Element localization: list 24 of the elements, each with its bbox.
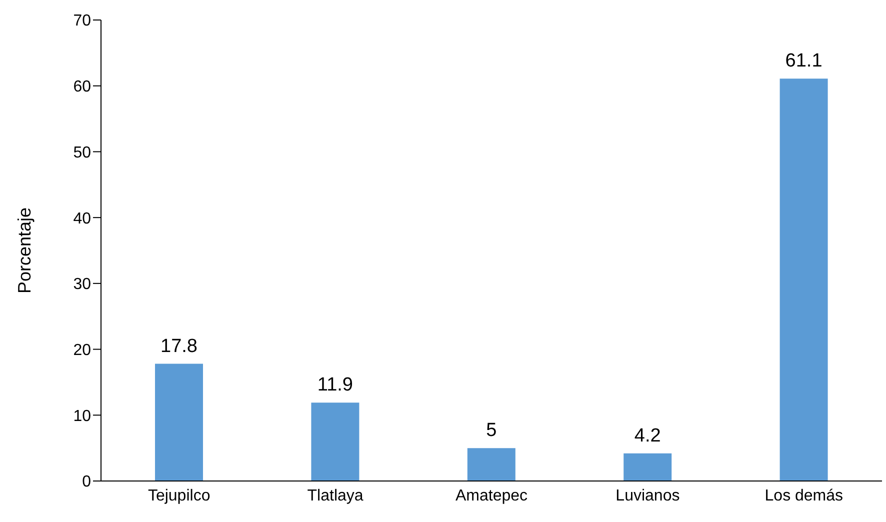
data-label: 11.9	[317, 374, 353, 396]
bar	[155, 364, 203, 481]
y-tick-label: 50	[73, 144, 92, 162]
x-tick-label: Tejupilco	[148, 487, 210, 504]
y-tick-label: 0	[82, 474, 92, 491]
y-tick-label: 40	[73, 210, 92, 228]
data-label: 17.8	[160, 336, 198, 357]
bar	[311, 402, 360, 481]
bar	[467, 448, 516, 481]
x-tick-label: Amatepec	[455, 487, 528, 504]
y-tick-label: 20	[73, 342, 92, 359]
x-tick-label: Los demás	[764, 487, 844, 504]
x-tick-label: Tlatlaya	[307, 487, 364, 504]
bar	[780, 78, 828, 481]
bar	[624, 453, 672, 481]
y-tick-label: 70	[73, 12, 92, 30]
data-label: 4.2	[634, 425, 661, 446]
y-tick-label: 10	[73, 408, 92, 425]
y-tick-label: 30	[73, 276, 92, 294]
data-label: 61.1	[785, 50, 822, 72]
x-tick-label: Luvianos	[616, 487, 680, 504]
y-axis-title: Porcentaje	[14, 207, 34, 294]
y-tick-label: 60	[73, 78, 92, 96]
data-label: 5	[486, 420, 497, 442]
